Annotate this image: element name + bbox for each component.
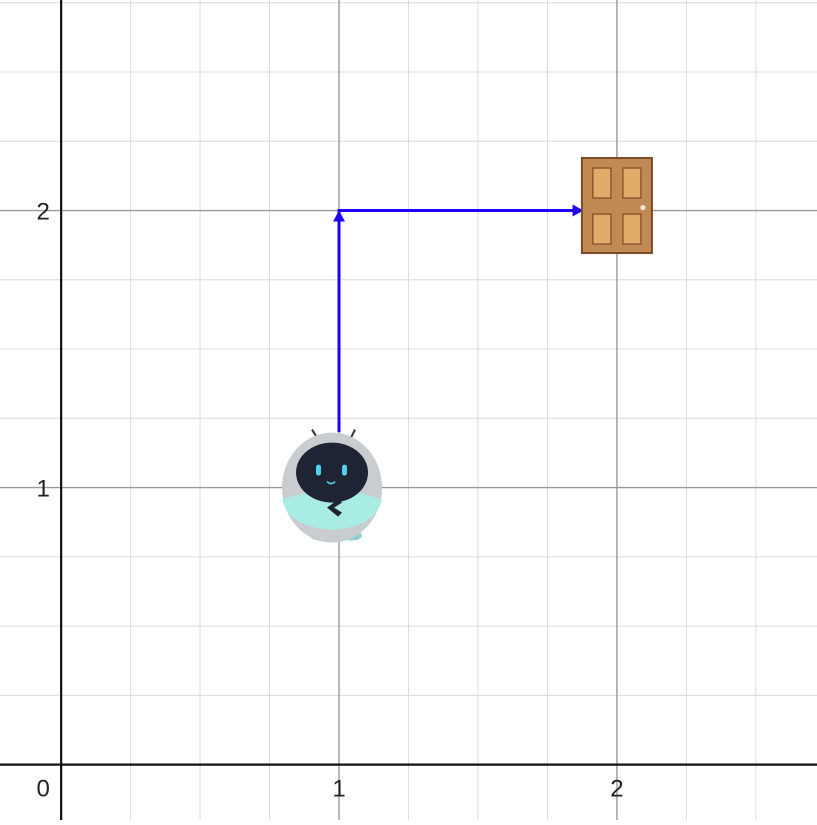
robot-logo [327, 499, 343, 517]
tick-labels: 0 1 2 1 2 [36, 199, 623, 803]
robot-eye-right [342, 464, 348, 476]
x-tick-label: 0 [36, 776, 49, 803]
x-tick-label: 1 [332, 776, 345, 803]
door-panel [592, 167, 612, 199]
door-panel [622, 167, 642, 199]
y-tick-label: 2 [36, 199, 49, 226]
y-tick-label: 1 [36, 476, 49, 503]
robot-face [296, 442, 369, 503]
robot-eye-left [316, 464, 322, 476]
path-arrowhead-right [572, 204, 584, 217]
path-line [337, 209, 584, 433]
robot-icon [282, 429, 383, 543]
door-icon [580, 157, 653, 255]
door-panel [592, 213, 612, 245]
robot-antenna-right [350, 429, 356, 439]
robot-mouth [326, 481, 336, 485]
door-panel [622, 213, 642, 245]
x-tick-label: 2 [610, 776, 623, 803]
path-arrowhead-up [333, 210, 346, 222]
door-knob [640, 204, 646, 211]
movement-path [333, 204, 584, 433]
